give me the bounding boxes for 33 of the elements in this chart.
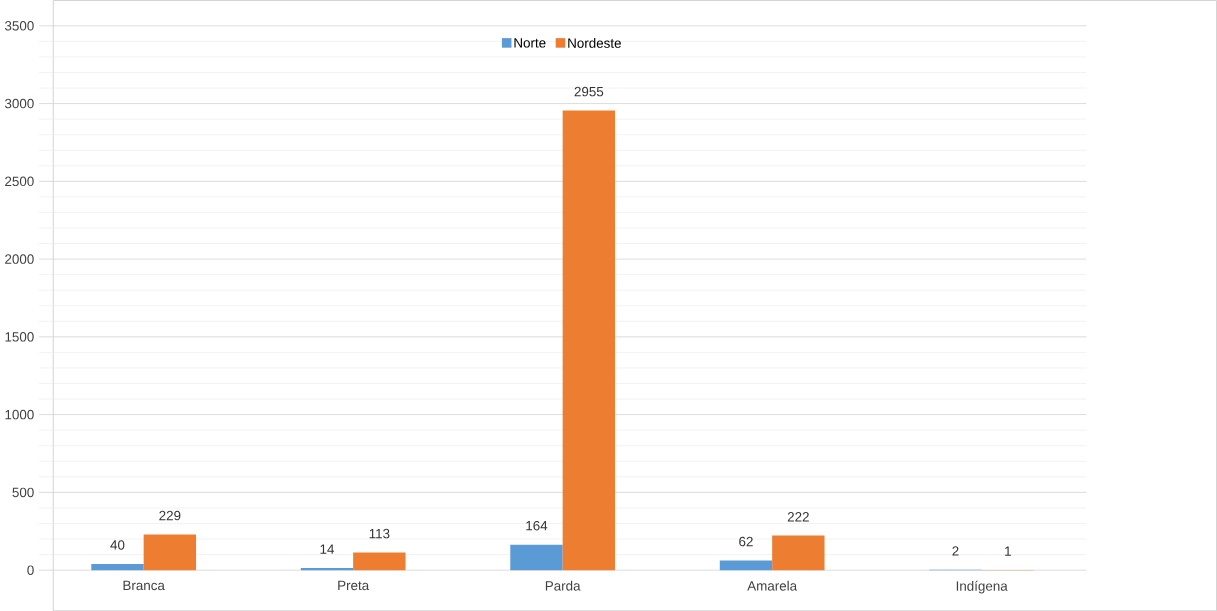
y-tick-label: 500 [12, 487, 34, 497]
data-label: 222 [787, 511, 809, 522]
bar [300, 567, 354, 570]
bar [143, 534, 197, 570]
data-label: 62 [739, 536, 753, 547]
x-tick-label: Parda [545, 580, 581, 591]
y-tick-label: 3500 [4, 20, 34, 31]
bar [353, 552, 406, 570]
x-tick-label: Amarela [747, 580, 798, 591]
legend-label: Norte [514, 38, 546, 48]
legend-label: Nordeste [568, 37, 621, 48]
y-tick-label: 1500 [5, 331, 34, 342]
data-label: 40 [110, 540, 125, 550]
data-label: 2955 [574, 86, 604, 97]
bar [91, 563, 144, 570]
y-tick-label: 2500 [5, 176, 34, 186]
x-tick-label: Branca [123, 580, 165, 591]
bar [772, 535, 825, 570]
data-label: 164 [526, 520, 548, 531]
x-tick-label: Indígena [956, 580, 1008, 594]
bar [510, 544, 563, 570]
y-tick-label: 1000 [5, 409, 34, 420]
data-label: 1 [1005, 546, 1011, 556]
data-label: 229 [159, 510, 181, 521]
bar [719, 560, 773, 570]
data-label: 14 [320, 544, 335, 554]
x-tick-label: Preta [338, 580, 370, 591]
data-label: 2 [952, 546, 959, 556]
y-tick-label: 2000 [5, 254, 34, 264]
y-tick-label: 3000 [4, 98, 34, 109]
data-label: 113 [369, 528, 390, 539]
bar [562, 110, 616, 570]
y-tick-label: 0 [27, 565, 34, 575]
